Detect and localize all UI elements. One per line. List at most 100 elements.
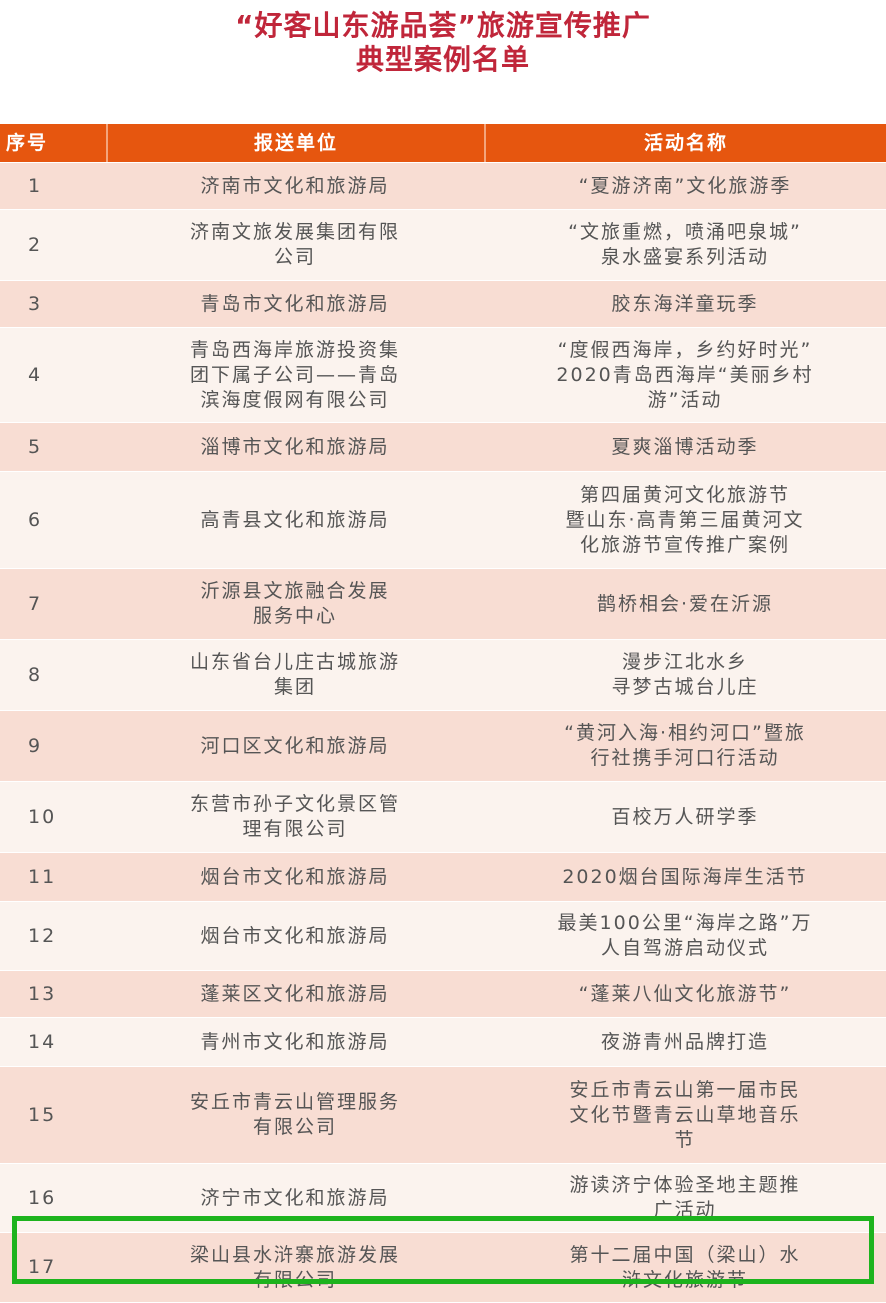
row-unit-line: 青岛西海岸旅游投资集	[189, 338, 400, 361]
row-unit: 烟台市文化和旅游局	[106, 853, 484, 901]
table-row: 13 蓬莱区文化和旅游局 “蓬莱八仙文化旅游节”	[0, 971, 886, 1018]
row-activity: 夏爽淄博活动季	[484, 423, 886, 471]
row-activity-line: “夏游济南”文化旅游季	[578, 174, 792, 197]
row-unit: 山东省台儿庄古城旅游 集团	[106, 640, 484, 710]
row-activity-line: “蓬莱八仙文化旅游节”	[578, 982, 792, 1005]
table-row: 2 济南文旅发展集团有限 公司 “文旅重燃，喷涌吧泉城” 泉水盛宴系列活动	[0, 210, 886, 281]
row-activity-line: 游”活动	[647, 388, 723, 411]
row-unit-line: 蓬莱区文化和旅游局	[200, 982, 390, 1005]
row-unit-line: 团下属子公司——青岛	[189, 363, 400, 386]
row-unit: 青州市文化和旅游局	[106, 1018, 484, 1066]
row-unit-line: 安丘市青云山管理服务	[189, 1091, 400, 1113]
table-row: 5 淄博市文化和旅游局 夏爽淄博活动季	[0, 423, 886, 472]
row-activity-line: 浒文化旅游节	[621, 1268, 748, 1291]
row-activity-line: 夏爽淄博活动季	[611, 435, 759, 458]
row-number: 17	[28, 1256, 57, 1278]
row-unit: 安丘市青云山管理服务 有限公司	[106, 1067, 484, 1163]
row-unit-line: 有限公司	[252, 1268, 337, 1291]
row-activity-line: 百校万人研学季	[611, 805, 759, 828]
table-row: 14 青州市文化和旅游局 夜游青州品牌打造	[0, 1018, 886, 1067]
page-subtitle: 典型案例名单	[355, 43, 530, 76]
row-activity-line: 2020青岛西海岸“美丽乡村	[556, 363, 814, 386]
row-unit-line: 集团	[273, 676, 316, 698]
row-activity-line: 最美100公里“海岸之路”万	[557, 912, 813, 934]
row-activity-line: 安丘市青云山第一届市民	[569, 1078, 801, 1101]
row-unit: 东营市孙子文化景区管 理有限公司	[106, 782, 484, 852]
row-activity: “蓬莱八仙文化旅游节”	[484, 971, 886, 1017]
row-activity-line: 暨山东·高青第三届黄河文	[565, 508, 805, 531]
row-unit: 沂源县文旅融合发展 服务中心	[106, 569, 484, 639]
row-activity-line: 夜游青州品牌打造	[600, 1030, 769, 1053]
row-activity: 最美100公里“海岸之路”万 人自驾游启动仪式	[484, 902, 886, 970]
row-activity: “夏游济南”文化旅游季	[484, 163, 886, 209]
row-number: 5	[28, 435, 43, 458]
table-row: 4 青岛西海岸旅游投资集 团下属子公司——青岛 滨海度假网有限公司 “度假西海岸，乡约好…	[0, 328, 886, 423]
row-unit: 蓬莱区文化和旅游局	[106, 971, 484, 1017]
row-number: 7	[28, 592, 43, 615]
row-activity-line: 节	[674, 1128, 696, 1151]
row-unit-line: 公司	[273, 246, 316, 268]
row-activity-line: 第四届黄河文化旅游节	[579, 483, 790, 506]
row-unit: 高青县文化和旅游局	[106, 472, 484, 568]
row-unit-line: 服务中心	[252, 605, 337, 627]
row-unit-line: 济南市文化和旅游局	[200, 174, 390, 197]
row-activity-line: 行社携手河口行活动	[590, 747, 780, 769]
row-number: 9	[28, 734, 43, 757]
row-activity: 安丘市青云山第一届市民 文化节暨青云山草地音乐节	[484, 1067, 886, 1163]
row-activity: “度假西海岸，乡约好时光” 2020青岛西海岸“美丽乡村 游”活动	[484, 328, 886, 422]
row-unit: 梁山县水浒寨旅游发展 有限公司	[106, 1233, 484, 1302]
row-activity: 胶东海洋童玩季	[484, 281, 886, 327]
row-number: 8	[28, 663, 43, 686]
row-unit-line: 青岛市文化和旅游局	[200, 292, 390, 315]
row-unit: 青岛西海岸旅游投资集 团下属子公司——青岛 滨海度假网有限公司	[106, 328, 484, 422]
row-unit-line: 沂源县文旅融合发展	[200, 580, 390, 602]
row-activity: 百校万人研学季	[484, 782, 886, 852]
row-number: 10	[28, 805, 57, 828]
row-unit-line: 高青县文化和旅游局	[200, 508, 390, 531]
page-title: “好客山东游品荟”旅游宣传推广	[235, 9, 651, 42]
row-number: 3	[28, 292, 43, 315]
row-activity: 第四届黄河文化旅游节 暨山东·高青第三届黄河文 化旅游节宣传推广案例	[484, 472, 886, 568]
row-activity-line: 胶东海洋童玩季	[611, 292, 759, 315]
row-unit: 青岛市文化和旅游局	[106, 281, 484, 327]
table-row: 9 河口区文化和旅游局 “黄河入海·相约河口”暨旅 行社携手河口行活动	[0, 711, 886, 782]
table-row: 10 东营市孙子文化景区管 理有限公司 百校万人研学季	[0, 782, 886, 853]
row-activity-line: “文旅重燃，喷涌吧泉城”	[568, 221, 802, 243]
row-unit-line: 济宁市文化和旅游局	[200, 1186, 390, 1209]
row-activity-line: 鹊桥相会·爱在沂源	[596, 592, 774, 615]
header-activity: 活动名称	[484, 124, 886, 162]
table-header: 序号 报送单位 活动名称	[0, 124, 886, 163]
row-unit: 烟台市文化和旅游局	[106, 902, 484, 970]
row-unit-line: 山东省台儿庄古城旅游	[189, 651, 400, 673]
row-unit-line: 烟台市文化和旅游局	[200, 924, 390, 947]
row-activity: 游读济宁体验圣地主题推 广活动	[484, 1164, 886, 1232]
row-number: 15	[28, 1103, 57, 1126]
row-unit: 河口区文化和旅游局	[106, 711, 484, 781]
row-unit-line: 滨海度假网有限公司	[200, 388, 390, 411]
row-number: 11	[28, 865, 57, 888]
row-activity: “文旅重燃，喷涌吧泉城” 泉水盛宴系列活动	[484, 210, 886, 280]
row-unit-line: 梁山县水浒寨旅游发展	[189, 1243, 400, 1266]
row-activity-line: 游读济宁体验圣地主题推	[569, 1174, 801, 1196]
row-number: 12	[28, 924, 57, 947]
row-unit: 济宁市文化和旅游局	[106, 1164, 484, 1232]
table-row: 12 烟台市文化和旅游局 最美100公里“海岸之路”万 人自驾游启动仪式	[0, 902, 886, 971]
row-activity: “黄河入海·相约河口”暨旅 行社携手河口行活动	[484, 711, 886, 781]
table-row: 6 高青县文化和旅游局 第四届黄河文化旅游节 暨山东·高青第三届黄河文 化旅游节宣传推广…	[0, 472, 886, 569]
row-number: 13	[28, 982, 57, 1005]
row-unit-line: 济南文旅发展集团有限	[189, 221, 400, 243]
table-row: 11 烟台市文化和旅游局 2020烟台国际海岸生活节	[0, 853, 886, 902]
row-unit-line: 理有限公司	[242, 818, 348, 840]
row-number: 16	[28, 1186, 57, 1209]
case-list-table: 序号 报送单位 活动名称 1 济南市文化和旅游局 “夏游济南”文化旅游季 2 济南文旅发…	[0, 124, 886, 1303]
row-unit-line: 烟台市文化和旅游局	[200, 865, 390, 888]
row-number: 4	[28, 363, 43, 386]
row-activity-line: “度假西海岸，乡约好时光”	[557, 338, 813, 361]
row-activity: 漫步江北水乡 寻梦古城台儿庄	[484, 640, 886, 710]
row-unit-line: 河口区文化和旅游局	[200, 734, 390, 757]
row-number: 14	[28, 1030, 57, 1053]
table-row: 3 青岛市文化和旅游局 胶东海洋童玩季	[0, 281, 886, 328]
row-activity-line: 漫步江北水乡	[621, 651, 748, 673]
row-number: 6	[28, 508, 43, 531]
table-row: 17 梁山县水浒寨旅游发展 有限公司 第十二届中国（梁山）水 浒文化旅游节	[0, 1233, 886, 1303]
